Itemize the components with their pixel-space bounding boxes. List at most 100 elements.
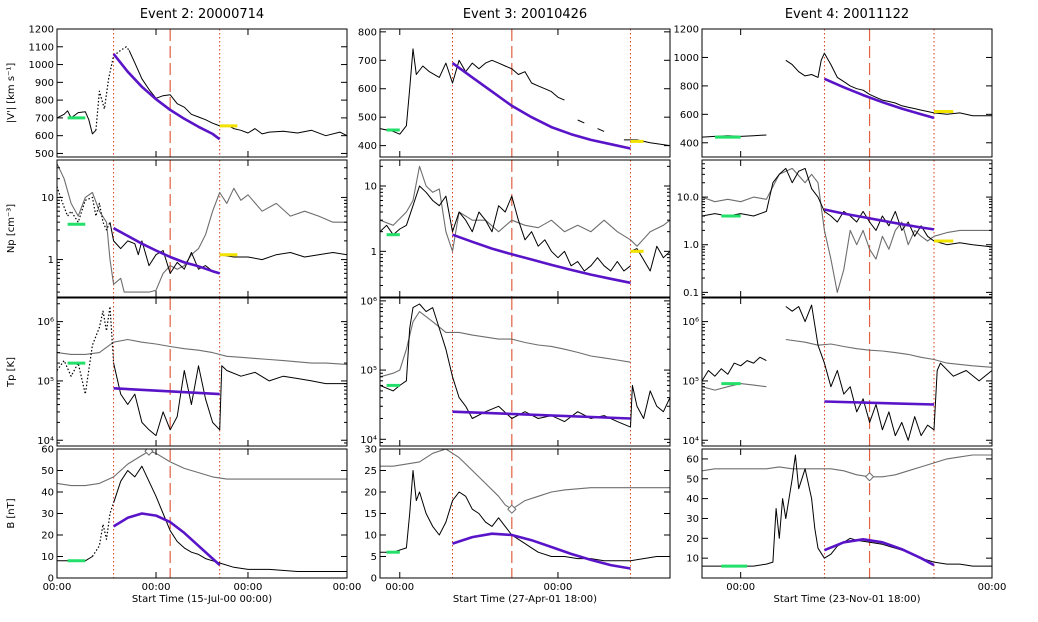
panel-frame bbox=[56, 159, 348, 298]
x-tick-label: 00:00 bbox=[234, 582, 263, 593]
model-fit-line bbox=[823, 77, 935, 120]
panel: 1 10 Np [cm⁻³] bbox=[6, 159, 348, 298]
panel: 400 600 800 1000 1200 bbox=[674, 25, 993, 158]
x-tick-label: 00:00 bbox=[43, 582, 72, 593]
y-tick-label: 20 bbox=[686, 534, 699, 545]
data-series-line bbox=[219, 252, 347, 261]
data-series-line bbox=[380, 470, 670, 562]
diamond-marker bbox=[144, 449, 154, 456]
y-tick-label: 0 bbox=[371, 574, 377, 585]
data-dotted-series-line bbox=[57, 305, 115, 395]
panel-frame bbox=[56, 448, 348, 579]
model-fit-line bbox=[113, 387, 220, 396]
data-series-line bbox=[702, 356, 767, 382]
panel-frame bbox=[379, 159, 671, 298]
data-dotted-series-line bbox=[95, 46, 130, 131]
y-tick-label: 10⁵ bbox=[37, 376, 54, 387]
panel: 400 500 600 700 800 bbox=[358, 27, 671, 158]
secondary-series-line bbox=[380, 311, 631, 378]
data-series-line bbox=[597, 128, 605, 132]
secondary-series-line bbox=[785, 338, 992, 368]
y-tick-label: 20 bbox=[41, 531, 54, 542]
secondary-series-line bbox=[702, 454, 992, 478]
data-series-line bbox=[57, 110, 97, 135]
plot-title: Event 4: 20011122 bbox=[785, 7, 909, 22]
model-fit-line bbox=[112, 227, 221, 275]
panel-frame bbox=[701, 28, 993, 158]
y-tick-label: 10 bbox=[41, 552, 54, 563]
x-tick-label: 00:00 bbox=[978, 582, 1007, 593]
model-fit-line bbox=[112, 53, 221, 141]
y-tick-label: 40 bbox=[41, 488, 54, 499]
y-tick-label: 1.0 bbox=[683, 240, 699, 251]
diamond-marker bbox=[864, 472, 875, 482]
panel: 10⁴ 10⁵ 10⁶ bbox=[360, 296, 671, 447]
model-fit-line bbox=[452, 233, 631, 285]
panel-frame bbox=[379, 28, 671, 158]
y-tick-label: 400 bbox=[358, 141, 377, 152]
data-series-line bbox=[380, 48, 565, 135]
x-tick-label: 00:00 bbox=[544, 582, 573, 593]
secondary-series-line bbox=[57, 163, 347, 293]
y-tick-label: 10⁵ bbox=[360, 366, 377, 377]
data-series-line bbox=[577, 119, 585, 124]
y-tick-label: 1000 bbox=[674, 53, 699, 64]
y-tick-label: 600 bbox=[358, 84, 377, 95]
panel: 10⁴ 10⁵ 10⁶ Tp [K] bbox=[6, 297, 348, 447]
y-tick-label: 700 bbox=[358, 56, 377, 67]
panel-plot-area bbox=[702, 449, 992, 578]
y-tick-label: 30 bbox=[686, 514, 699, 525]
model-fit-line bbox=[824, 400, 935, 406]
y-tick-label: 10⁴ bbox=[360, 435, 377, 446]
y-tick-label: 10⁴ bbox=[682, 436, 699, 447]
y-tick-label: 1200 bbox=[674, 25, 699, 36]
y-tick-label: 800 bbox=[35, 96, 54, 107]
panel-plot-area bbox=[380, 29, 670, 157]
y-tick-label: 10⁶ bbox=[682, 317, 699, 328]
panel-plot-area bbox=[57, 449, 347, 578]
event-plot-3: Event 3: 2001042640050060070080011010⁴10… bbox=[358, 7, 671, 605]
panel-frame bbox=[701, 159, 993, 298]
panel-plot-area bbox=[57, 298, 347, 446]
y-tick-label: 1100 bbox=[29, 42, 54, 53]
event-plot-2: Event 2: 2000071450060070080090010001100… bbox=[6, 7, 361, 605]
panel-frame bbox=[379, 448, 671, 579]
y-tick-label: 10⁶ bbox=[37, 317, 54, 328]
panel-plot-area bbox=[380, 449, 670, 578]
x-axis-label: Start Time (27-Apr-01 18:00) bbox=[453, 594, 597, 605]
secondary-series-line bbox=[57, 338, 347, 365]
panel-frame bbox=[56, 297, 348, 447]
y-tick-label: 500 bbox=[358, 113, 377, 124]
y-tick-label: 600 bbox=[680, 110, 699, 121]
panel-frame bbox=[701, 297, 993, 447]
secondary-series-line bbox=[57, 450, 347, 487]
y-tick-label: 1200 bbox=[29, 25, 54, 36]
y-tick-label: 1000 bbox=[29, 60, 54, 71]
panel-plot-area bbox=[702, 298, 992, 446]
model-fit-line bbox=[112, 512, 221, 567]
y-tick-label: 15 bbox=[364, 509, 377, 520]
y-tick-label: 800 bbox=[358, 27, 377, 38]
secondary-series-line bbox=[702, 167, 992, 293]
panel-plot-area bbox=[380, 298, 670, 446]
x-axis-label: Start Time (23-Nov-01 18:00) bbox=[774, 594, 921, 605]
y-tick-label: 10⁵ bbox=[682, 376, 699, 387]
y-axis-label: Tp [K] bbox=[6, 357, 17, 388]
model-fit-line bbox=[452, 410, 631, 420]
x-tick-label: 00:00 bbox=[333, 582, 362, 593]
diamond-marker bbox=[507, 504, 517, 514]
y-tick-label: 10 bbox=[41, 193, 54, 204]
data-series-line bbox=[785, 52, 992, 117]
panel-plot-area bbox=[702, 29, 992, 157]
plot-title: Event 3: 20010426 bbox=[463, 7, 587, 22]
model-fit-line bbox=[823, 538, 935, 567]
data-series-line bbox=[630, 245, 670, 272]
y-tick-label: 10 bbox=[686, 554, 699, 565]
y-tick-label: 0 bbox=[48, 574, 54, 585]
y-tick-label: 10 bbox=[364, 531, 377, 542]
panel: 10⁴ 10⁵ 10⁶ bbox=[682, 297, 993, 447]
panel-plot-area bbox=[57, 160, 347, 297]
panel-plot-area bbox=[380, 160, 670, 297]
